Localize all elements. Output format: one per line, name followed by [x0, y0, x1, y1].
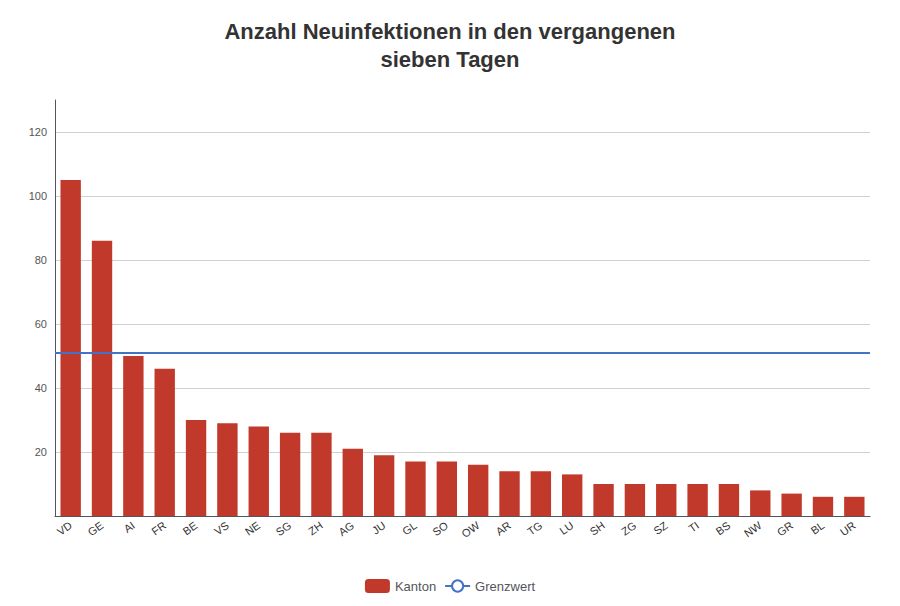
svg-text:Grenzwert: Grenzwert	[475, 579, 535, 594]
svg-text:GL: GL	[400, 519, 419, 537]
svg-text:sieben Tagen: sieben Tagen	[381, 47, 520, 72]
svg-text:FR: FR	[149, 519, 168, 537]
svg-text:40: 40	[35, 382, 47, 394]
svg-text:ZG: ZG	[619, 519, 638, 538]
svg-text:UR: UR	[838, 519, 858, 538]
svg-text:JU: JU	[370, 519, 388, 537]
svg-text:BE: BE	[181, 519, 200, 537]
svg-text:GR: GR	[775, 519, 795, 538]
svg-text:AG: AG	[336, 519, 356, 538]
svg-text:Anzahl Neuinfektionen in den v: Anzahl Neuinfektionen in den vergangenen	[224, 19, 675, 44]
svg-text:60: 60	[35, 318, 47, 330]
svg-text:AI: AI	[121, 519, 136, 535]
svg-text:SO: SO	[430, 519, 450, 538]
svg-text:SZ: SZ	[651, 519, 670, 537]
svg-text:NW: NW	[742, 519, 764, 540]
svg-text:VS: VS	[212, 519, 231, 537]
svg-text:AR: AR	[494, 519, 513, 538]
svg-text:VD: VD	[55, 519, 74, 538]
svg-text:SH: SH	[588, 519, 607, 538]
svg-text:BS: BS	[713, 519, 732, 537]
svg-text:Kanton: Kanton	[395, 579, 436, 594]
svg-text:NE: NE	[243, 519, 262, 538]
svg-text:OW: OW	[459, 519, 482, 540]
svg-text:100: 100	[29, 190, 47, 202]
svg-text:LU: LU	[557, 519, 575, 537]
svg-text:80: 80	[35, 254, 47, 266]
svg-text:TI: TI	[686, 519, 701, 534]
svg-text:SG: SG	[274, 519, 294, 538]
svg-text:TG: TG	[525, 519, 544, 538]
svg-text:120: 120	[29, 126, 47, 138]
svg-text:BL: BL	[809, 519, 827, 537]
svg-text:20: 20	[35, 446, 47, 458]
svg-text:GE: GE	[86, 519, 106, 538]
svg-text:ZH: ZH	[306, 519, 325, 537]
